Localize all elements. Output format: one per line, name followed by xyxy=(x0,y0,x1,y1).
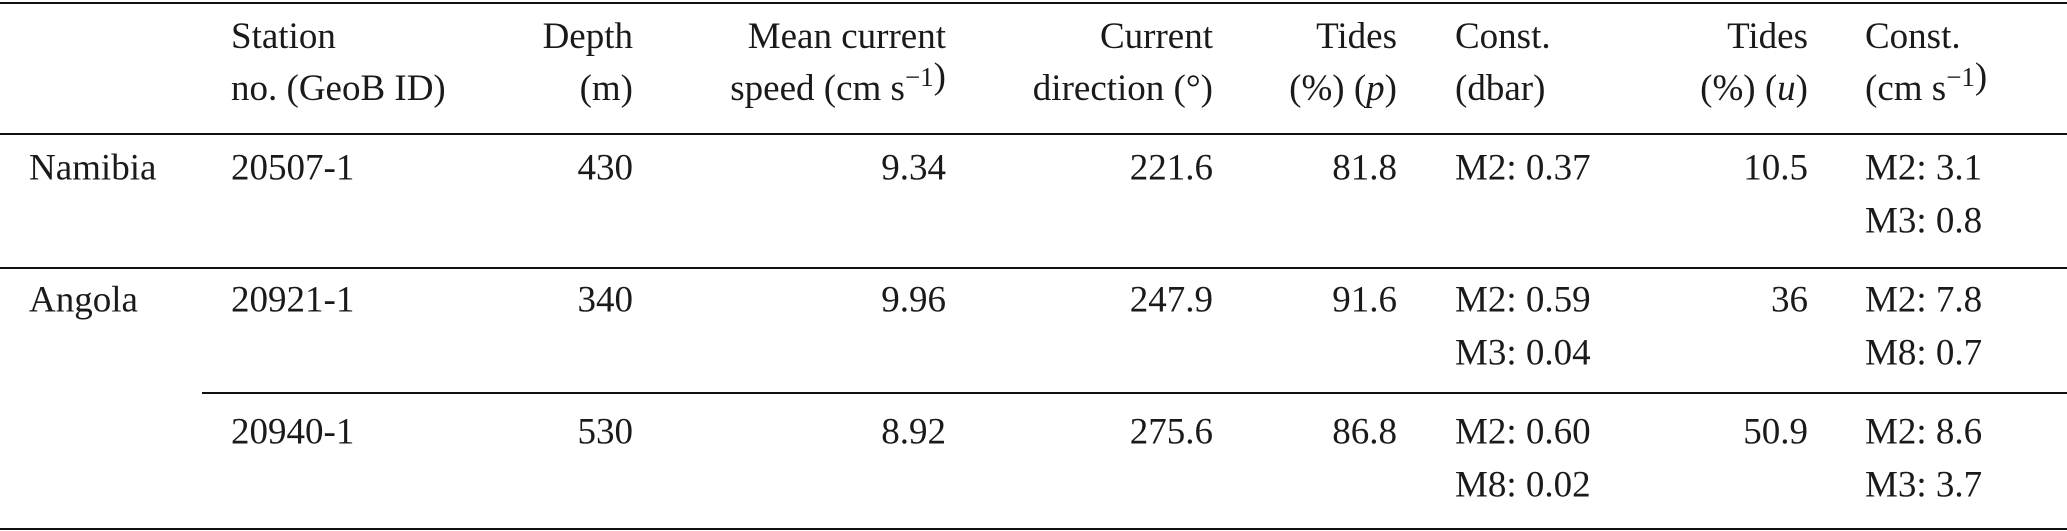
italic: u xyxy=(1777,68,1796,109)
cell: 36 xyxy=(1771,279,1808,320)
header-segment: Const. xyxy=(1455,16,1551,57)
header-segment: direction (°) xyxy=(1033,68,1213,109)
cell: 86.8 xyxy=(1332,411,1397,452)
header-segment: Mean current xyxy=(748,16,947,57)
cell-line: M3: 0.8 xyxy=(1865,200,1982,241)
header-text: speed (cm s−1) xyxy=(730,56,946,109)
italic: p xyxy=(1363,68,1385,109)
header-segment: Tides xyxy=(1316,16,1397,57)
header-segment: Tides xyxy=(1727,16,1808,57)
cell: 91.6 xyxy=(1332,279,1397,320)
cell: 247.9 xyxy=(1130,279,1213,320)
cell-line: M2: 7.8 xyxy=(1865,279,1982,320)
cell: 81.8 xyxy=(1332,147,1397,188)
header-text: Station xyxy=(231,16,336,57)
header-text: no. (GeoB ID) xyxy=(231,68,446,109)
region: Angola xyxy=(29,279,138,320)
cell: 430 xyxy=(578,147,634,188)
header-segment: (m) xyxy=(580,68,633,109)
cell-line: M3: 3.7 xyxy=(1865,464,1982,505)
header-segment: (%) ( xyxy=(1289,68,1366,109)
header-text: Mean current xyxy=(748,16,947,57)
header-text: Depth xyxy=(543,16,634,57)
cell-line: M2: 0.37 xyxy=(1455,147,1591,188)
header-text: (m) xyxy=(580,68,633,109)
header-text: Const. xyxy=(1865,16,1961,57)
cell: 10.5 xyxy=(1743,147,1808,188)
header-text: Tides xyxy=(1727,16,1808,57)
cell: 275.6 xyxy=(1130,411,1213,452)
header-text: (dbar) xyxy=(1455,68,1545,109)
cell: 530 xyxy=(578,411,634,452)
header-text: Const. xyxy=(1455,16,1551,57)
cell-line: M8: 0.7 xyxy=(1865,332,1982,373)
header-text: Current xyxy=(1100,16,1214,57)
cell: 50.9 xyxy=(1743,411,1808,452)
header-segment: ) xyxy=(1385,68,1397,109)
header-text: Tides xyxy=(1316,16,1397,57)
cell-line: M8: 0.02 xyxy=(1455,464,1591,505)
cell: 20507-1 xyxy=(231,147,354,188)
cell: 9.96 xyxy=(881,279,946,320)
cell: 9.34 xyxy=(881,147,946,188)
cell-line: M2: 0.59 xyxy=(1455,279,1591,320)
header-segment: Station xyxy=(231,16,336,57)
header-segment: speed (cm s xyxy=(730,68,905,109)
header-segment: (%) ( xyxy=(1700,68,1777,109)
cell: 340 xyxy=(578,279,634,320)
header-segment: (dbar) xyxy=(1455,68,1545,109)
header-segment: Current xyxy=(1100,16,1214,57)
header-text: (cm s−1) xyxy=(1865,56,1987,109)
cell: 221.6 xyxy=(1130,147,1213,188)
header-text: (%) (p) xyxy=(1289,68,1397,109)
header-text: direction (°) xyxy=(1033,68,1213,109)
header-segment: ) xyxy=(934,56,946,97)
cell-line: M2: 8.6 xyxy=(1865,411,1982,452)
cell: 20921-1 xyxy=(231,279,354,320)
region: Namibia xyxy=(29,147,156,188)
cell-line: M2: 0.60 xyxy=(1455,411,1591,452)
superscript: −1 xyxy=(905,62,934,92)
header-segment: Const. xyxy=(1865,16,1961,57)
header-segment: Depth xyxy=(543,16,634,57)
header-segment: ) xyxy=(1975,56,1987,97)
header-segment: no. (GeoB ID) xyxy=(231,68,446,109)
cell: 20940-1 xyxy=(231,411,354,452)
header-text: (%) (u) xyxy=(1700,68,1808,109)
superscript: −1 xyxy=(1946,62,1975,92)
cell-line: M2: 3.1 xyxy=(1865,147,1982,188)
header-segment: (cm s xyxy=(1865,68,1946,109)
header-segment: ) xyxy=(1796,68,1808,109)
cell: 8.92 xyxy=(881,411,946,452)
cell-line: M3: 0.04 xyxy=(1455,332,1591,373)
